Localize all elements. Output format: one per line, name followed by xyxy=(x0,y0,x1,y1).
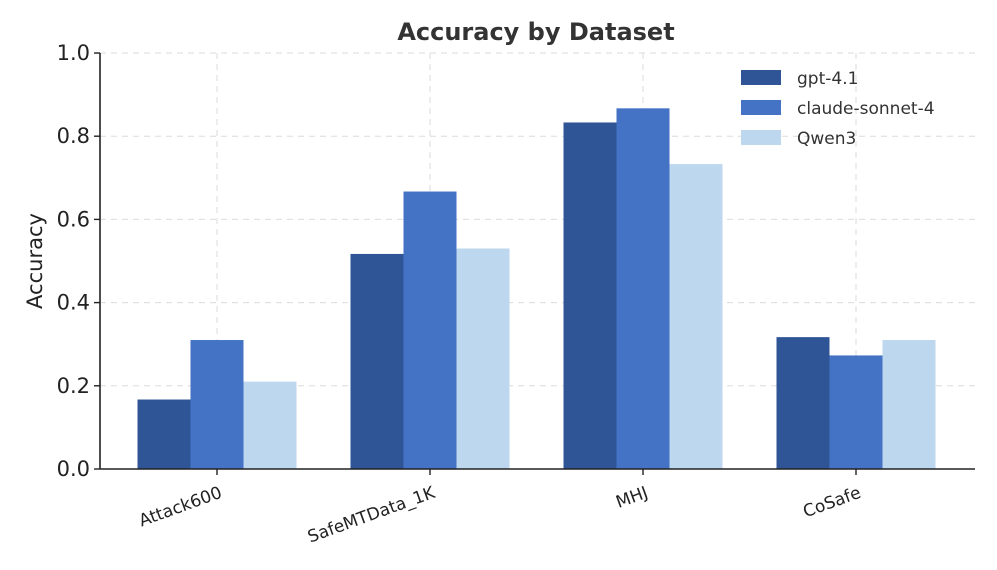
bar-gpt-4-1-cosafe xyxy=(776,337,830,469)
chart-title: Accuracy by Dataset xyxy=(397,18,674,46)
y-tick-label: 0.2 xyxy=(57,374,90,398)
bar-qwen3-safemtdata-1k xyxy=(456,248,510,469)
y-tick-label: 0.6 xyxy=(57,207,90,231)
bar-qwen3-cosafe xyxy=(882,340,936,469)
x-axis-ticks: Attack600 SafeMTData_1K MHJ CoSafe xyxy=(136,469,864,548)
bar-gpt-4-1-attack600 xyxy=(137,399,191,469)
legend: gpt-4.1 claude-sonnet-4 Qwen3 xyxy=(741,69,935,149)
bar-gpt-4-1-mhj xyxy=(563,122,617,470)
bar-claude-sonnet-4-safemtdata-1k xyxy=(403,191,457,469)
x-tick-label: CoSafe xyxy=(801,483,864,522)
y-tick-label: 1.0 xyxy=(57,41,90,65)
y-axis-ticks: 0.0 0.2 0.4 0.6 0.8 1.0 xyxy=(57,41,100,481)
bars xyxy=(137,108,936,470)
legend-label: claude-sonnet-4 xyxy=(797,99,935,119)
bar-claude-sonnet-4-mhj xyxy=(616,108,670,469)
x-tick-label: SafeMTData_1K xyxy=(305,483,438,548)
y-axis-title: Accuracy xyxy=(23,213,47,309)
x-tick-label: Attack600 xyxy=(136,483,224,531)
bar-claude-sonnet-4-attack600 xyxy=(190,340,244,469)
legend-swatch xyxy=(741,70,781,85)
bar-qwen3-mhj xyxy=(669,164,723,469)
bar-claude-sonnet-4-cosafe xyxy=(829,355,883,469)
legend-swatch xyxy=(741,100,781,115)
y-tick-label: 0.8 xyxy=(57,124,90,148)
legend-swatch xyxy=(741,130,781,145)
legend-label: gpt-4.1 xyxy=(797,69,858,89)
legend-label: Qwen3 xyxy=(797,129,856,149)
y-tick-label: 0.4 xyxy=(57,291,90,315)
bar-qwen3-attack600 xyxy=(243,381,297,469)
y-tick-label: 0.0 xyxy=(57,457,90,481)
axes xyxy=(99,53,975,470)
x-tick-label: MHJ xyxy=(613,483,650,513)
bar-gpt-4-1-safemtdata-1k xyxy=(350,253,404,469)
